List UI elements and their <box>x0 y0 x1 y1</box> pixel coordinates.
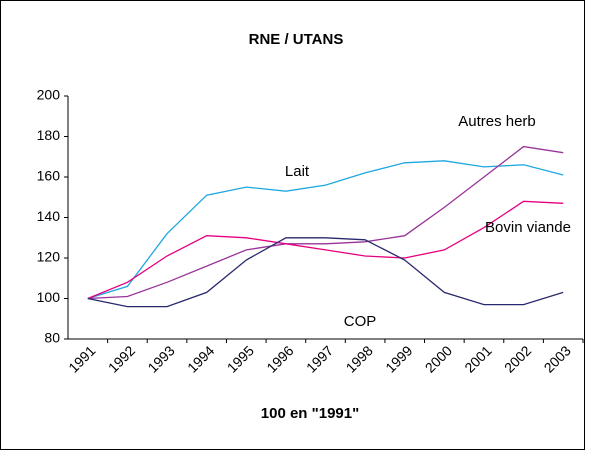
y-tick-label: 100 <box>37 289 61 305</box>
y-tick-label: 200 <box>37 87 61 103</box>
series-line <box>87 200 564 300</box>
y-tick-label: 160 <box>37 168 61 184</box>
series-line <box>87 145 564 300</box>
x-axis-title: 100 en "1991" <box>261 405 359 422</box>
series-line <box>87 237 564 308</box>
y-tick-label: 140 <box>37 208 61 224</box>
chart-title: RNE / UTANS <box>249 31 344 48</box>
y-tick-label: 80 <box>44 330 60 346</box>
series-line <box>87 160 564 300</box>
y-tick-label: 120 <box>37 249 61 265</box>
series-label: Autres herb <box>458 113 536 130</box>
series-label: Lait <box>285 163 310 180</box>
y-tick-label: 180 <box>37 127 61 143</box>
series-label: COP <box>344 313 377 330</box>
series-label: Bovin viande <box>485 219 571 236</box>
